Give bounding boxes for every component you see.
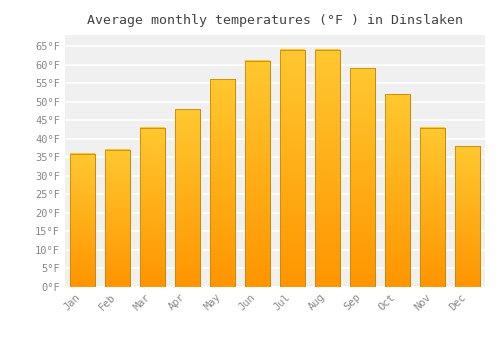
Bar xyxy=(105,150,130,287)
Bar xyxy=(455,146,480,287)
Bar xyxy=(455,146,480,287)
Bar xyxy=(210,79,235,287)
Bar xyxy=(350,68,375,287)
Bar xyxy=(350,68,375,287)
Bar xyxy=(210,79,235,287)
Bar xyxy=(70,154,95,287)
Bar xyxy=(70,154,95,287)
Bar xyxy=(280,50,305,287)
Bar xyxy=(316,50,340,287)
Title: Average monthly temperatures (°F ) in Dinslaken: Average monthly temperatures (°F ) in Di… xyxy=(87,14,463,27)
Bar xyxy=(245,61,270,287)
Bar xyxy=(140,128,165,287)
Bar xyxy=(176,109,200,287)
Bar xyxy=(316,50,340,287)
Bar xyxy=(385,94,410,287)
Bar xyxy=(420,128,445,287)
Bar xyxy=(385,94,410,287)
Bar xyxy=(280,50,305,287)
Bar xyxy=(105,150,130,287)
Bar xyxy=(420,128,445,287)
Bar xyxy=(245,61,270,287)
Bar xyxy=(176,109,200,287)
Bar xyxy=(140,128,165,287)
